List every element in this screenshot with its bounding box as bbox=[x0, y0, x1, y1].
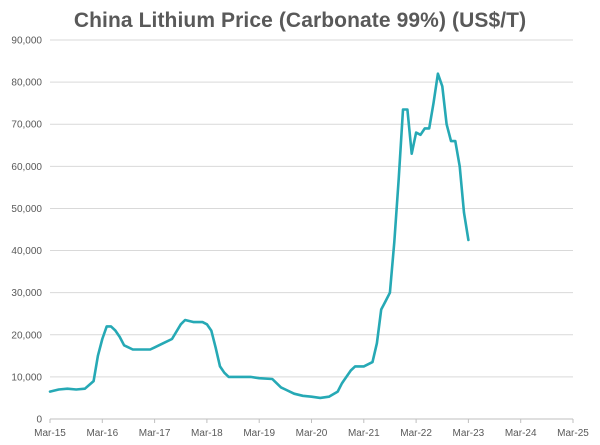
data-point bbox=[380, 308, 383, 311]
y-tick-label: 70,000 bbox=[11, 120, 42, 131]
data-point bbox=[210, 329, 213, 332]
data-point bbox=[280, 386, 282, 389]
data-point bbox=[66, 387, 69, 390]
data-point bbox=[171, 338, 173, 340]
data-point bbox=[49, 390, 51, 393]
data-point bbox=[101, 338, 104, 340]
x-tick-label: Mar-25 bbox=[557, 428, 589, 439]
data-point bbox=[437, 72, 439, 75]
data-point bbox=[302, 395, 304, 397]
y-tick-label: 20,000 bbox=[11, 330, 42, 341]
x-tick-label: Mar-19 bbox=[243, 428, 275, 439]
y-tick-label: 30,000 bbox=[11, 288, 42, 299]
data-point bbox=[132, 348, 134, 351]
data-point bbox=[223, 371, 226, 374]
data-point bbox=[118, 336, 121, 338]
y-tick-label: 50,000 bbox=[11, 204, 42, 215]
data-point bbox=[463, 211, 465, 214]
data-point bbox=[249, 376, 252, 378]
data-point bbox=[140, 348, 143, 351]
data-point bbox=[57, 388, 60, 391]
data-point bbox=[393, 241, 396, 243]
chart-title: China Lithium Price (Carbonate 99%) (US$… bbox=[73, 9, 527, 32]
x-tick-label: Mar-18 bbox=[191, 428, 223, 439]
data-point bbox=[371, 361, 374, 363]
x-tick-label: Mar-15 bbox=[34, 428, 66, 439]
data-point bbox=[458, 165, 461, 168]
data-point bbox=[336, 390, 339, 393]
data-point bbox=[114, 329, 117, 332]
data-point bbox=[376, 342, 378, 345]
data-point bbox=[454, 140, 457, 142]
x-tick-label: Mar-17 bbox=[139, 428, 171, 439]
data-point bbox=[92, 380, 95, 382]
series-line bbox=[48, 72, 470, 400]
data-point bbox=[397, 178, 400, 180]
data-point bbox=[358, 365, 361, 368]
y-tick-label: 40,000 bbox=[11, 246, 42, 257]
y-tick-label: 0 bbox=[36, 415, 42, 426]
y-tick-label: 90,000 bbox=[11, 36, 42, 47]
x-tick-label: Mar-22 bbox=[400, 428, 432, 439]
x-tick-label: Mar-24 bbox=[505, 428, 537, 439]
x-tick-label: Mar-21 bbox=[348, 428, 380, 439]
data-point bbox=[441, 85, 444, 88]
data-point bbox=[349, 369, 352, 372]
data-point bbox=[153, 346, 156, 349]
data-point bbox=[415, 131, 417, 134]
y-tick-label: 80,000 bbox=[11, 78, 42, 89]
data-point bbox=[428, 127, 431, 130]
data-point bbox=[410, 152, 413, 155]
data-point bbox=[402, 108, 404, 111]
y-tick-label: 60,000 bbox=[11, 162, 42, 173]
data-point bbox=[424, 127, 426, 130]
data-point bbox=[258, 377, 261, 380]
data-point bbox=[310, 395, 313, 398]
data-point bbox=[271, 378, 274, 380]
data-point bbox=[123, 344, 125, 347]
data-point bbox=[341, 382, 343, 385]
data-point bbox=[184, 319, 186, 321]
data-point bbox=[450, 140, 452, 142]
data-point bbox=[214, 346, 217, 349]
data-point bbox=[149, 348, 151, 351]
data-point bbox=[241, 376, 243, 378]
data-point bbox=[162, 342, 165, 345]
data-point bbox=[419, 134, 422, 136]
data-point bbox=[467, 239, 470, 241]
data-point bbox=[84, 387, 86, 390]
data-point bbox=[445, 123, 448, 125]
data-point bbox=[406, 108, 409, 111]
data-point bbox=[219, 365, 221, 368]
data-point bbox=[227, 376, 230, 378]
data-point bbox=[110, 325, 112, 328]
x-tick-label: Mar-20 bbox=[296, 428, 328, 439]
data-point bbox=[319, 397, 322, 399]
data-point bbox=[97, 355, 99, 357]
data-point bbox=[201, 321, 204, 323]
x-tick-label: Mar-23 bbox=[453, 428, 485, 439]
data-point bbox=[206, 323, 208, 326]
data-point bbox=[328, 395, 330, 398]
data-point bbox=[384, 300, 387, 302]
y-tick-label: 10,000 bbox=[11, 372, 42, 383]
data-point bbox=[180, 323, 182, 326]
data-point bbox=[293, 392, 295, 395]
data-point bbox=[232, 376, 234, 378]
data-point bbox=[284, 388, 287, 391]
x-tick-label: Mar-16 bbox=[86, 428, 118, 439]
data-point bbox=[105, 325, 108, 328]
data-point bbox=[193, 321, 195, 323]
data-point bbox=[75, 388, 77, 391]
data-point bbox=[432, 102, 435, 104]
data-point bbox=[389, 291, 391, 294]
data-point bbox=[354, 365, 356, 368]
data-point bbox=[363, 365, 365, 368]
